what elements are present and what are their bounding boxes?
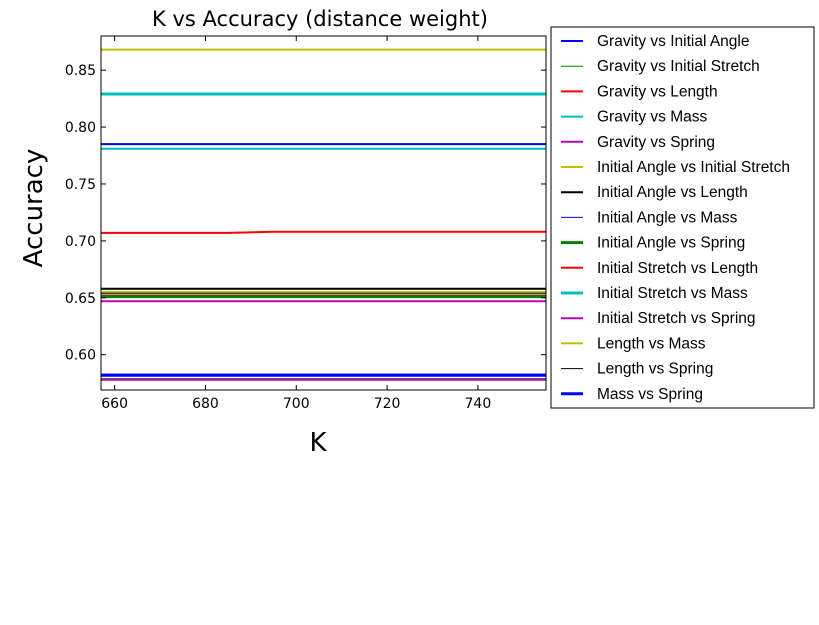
x-tick-label: 660 (101, 396, 128, 412)
legend-label: Initial Stretch vs Length (597, 260, 758, 277)
legend-label: Initial Stretch vs Spring (597, 310, 756, 327)
x-tick-label: 700 (283, 396, 310, 412)
legend-label: Initial Stretch vs Mass (597, 285, 748, 302)
legend-label: Mass vs Spring (597, 386, 703, 403)
y-tick-label: 0.70 (65, 234, 96, 250)
y-tick-label: 0.75 (65, 177, 96, 193)
x-axis-label: K (309, 428, 327, 458)
y-tick-label: 0.80 (65, 120, 96, 136)
x-tick-label: 740 (465, 396, 492, 412)
chart-title: K vs Accuracy (distance weight) (152, 7, 488, 31)
y-axis-label: Accuracy (19, 149, 49, 268)
legend-box (550, 26, 815, 409)
legend-label: Length vs Mass (597, 335, 706, 352)
y-tick-label: 0.65 (65, 291, 96, 307)
legend: Gravity vs Initial Angle Gravity vs Initi… (550, 26, 815, 409)
legend-label: Initial Angle vs Length (597, 184, 748, 201)
legend-label: Initial Angle vs Mass (597, 209, 738, 226)
plot-frame (100, 35, 547, 391)
legend-label: Gravity vs Mass (597, 109, 707, 126)
x-tick-label: 680 (192, 396, 219, 412)
legend-label: Initial Angle vs Initial Stretch (597, 159, 790, 176)
y-tick-label: 0.85 (65, 63, 96, 79)
legend-label: Initial Angle vs Spring (597, 235, 745, 252)
legend-label: Gravity vs Initial Stretch (597, 58, 760, 75)
legend-label: Gravity vs Spring (597, 134, 715, 151)
x-tick-label: 720 (374, 396, 401, 412)
legend-label: Gravity vs Initial Angle (597, 33, 749, 50)
series-layer (101, 48, 546, 381)
legend-label: Gravity vs Length (597, 83, 718, 100)
y-tick-label: 0.60 (65, 348, 96, 364)
legend-label: Length vs Spring (597, 361, 713, 378)
series-line-10 (101, 230, 546, 234)
ticks-layer: 660 680 700 720 740 0.60 0.65 0.70 0.75 0.80 0.85 (65, 36, 546, 412)
